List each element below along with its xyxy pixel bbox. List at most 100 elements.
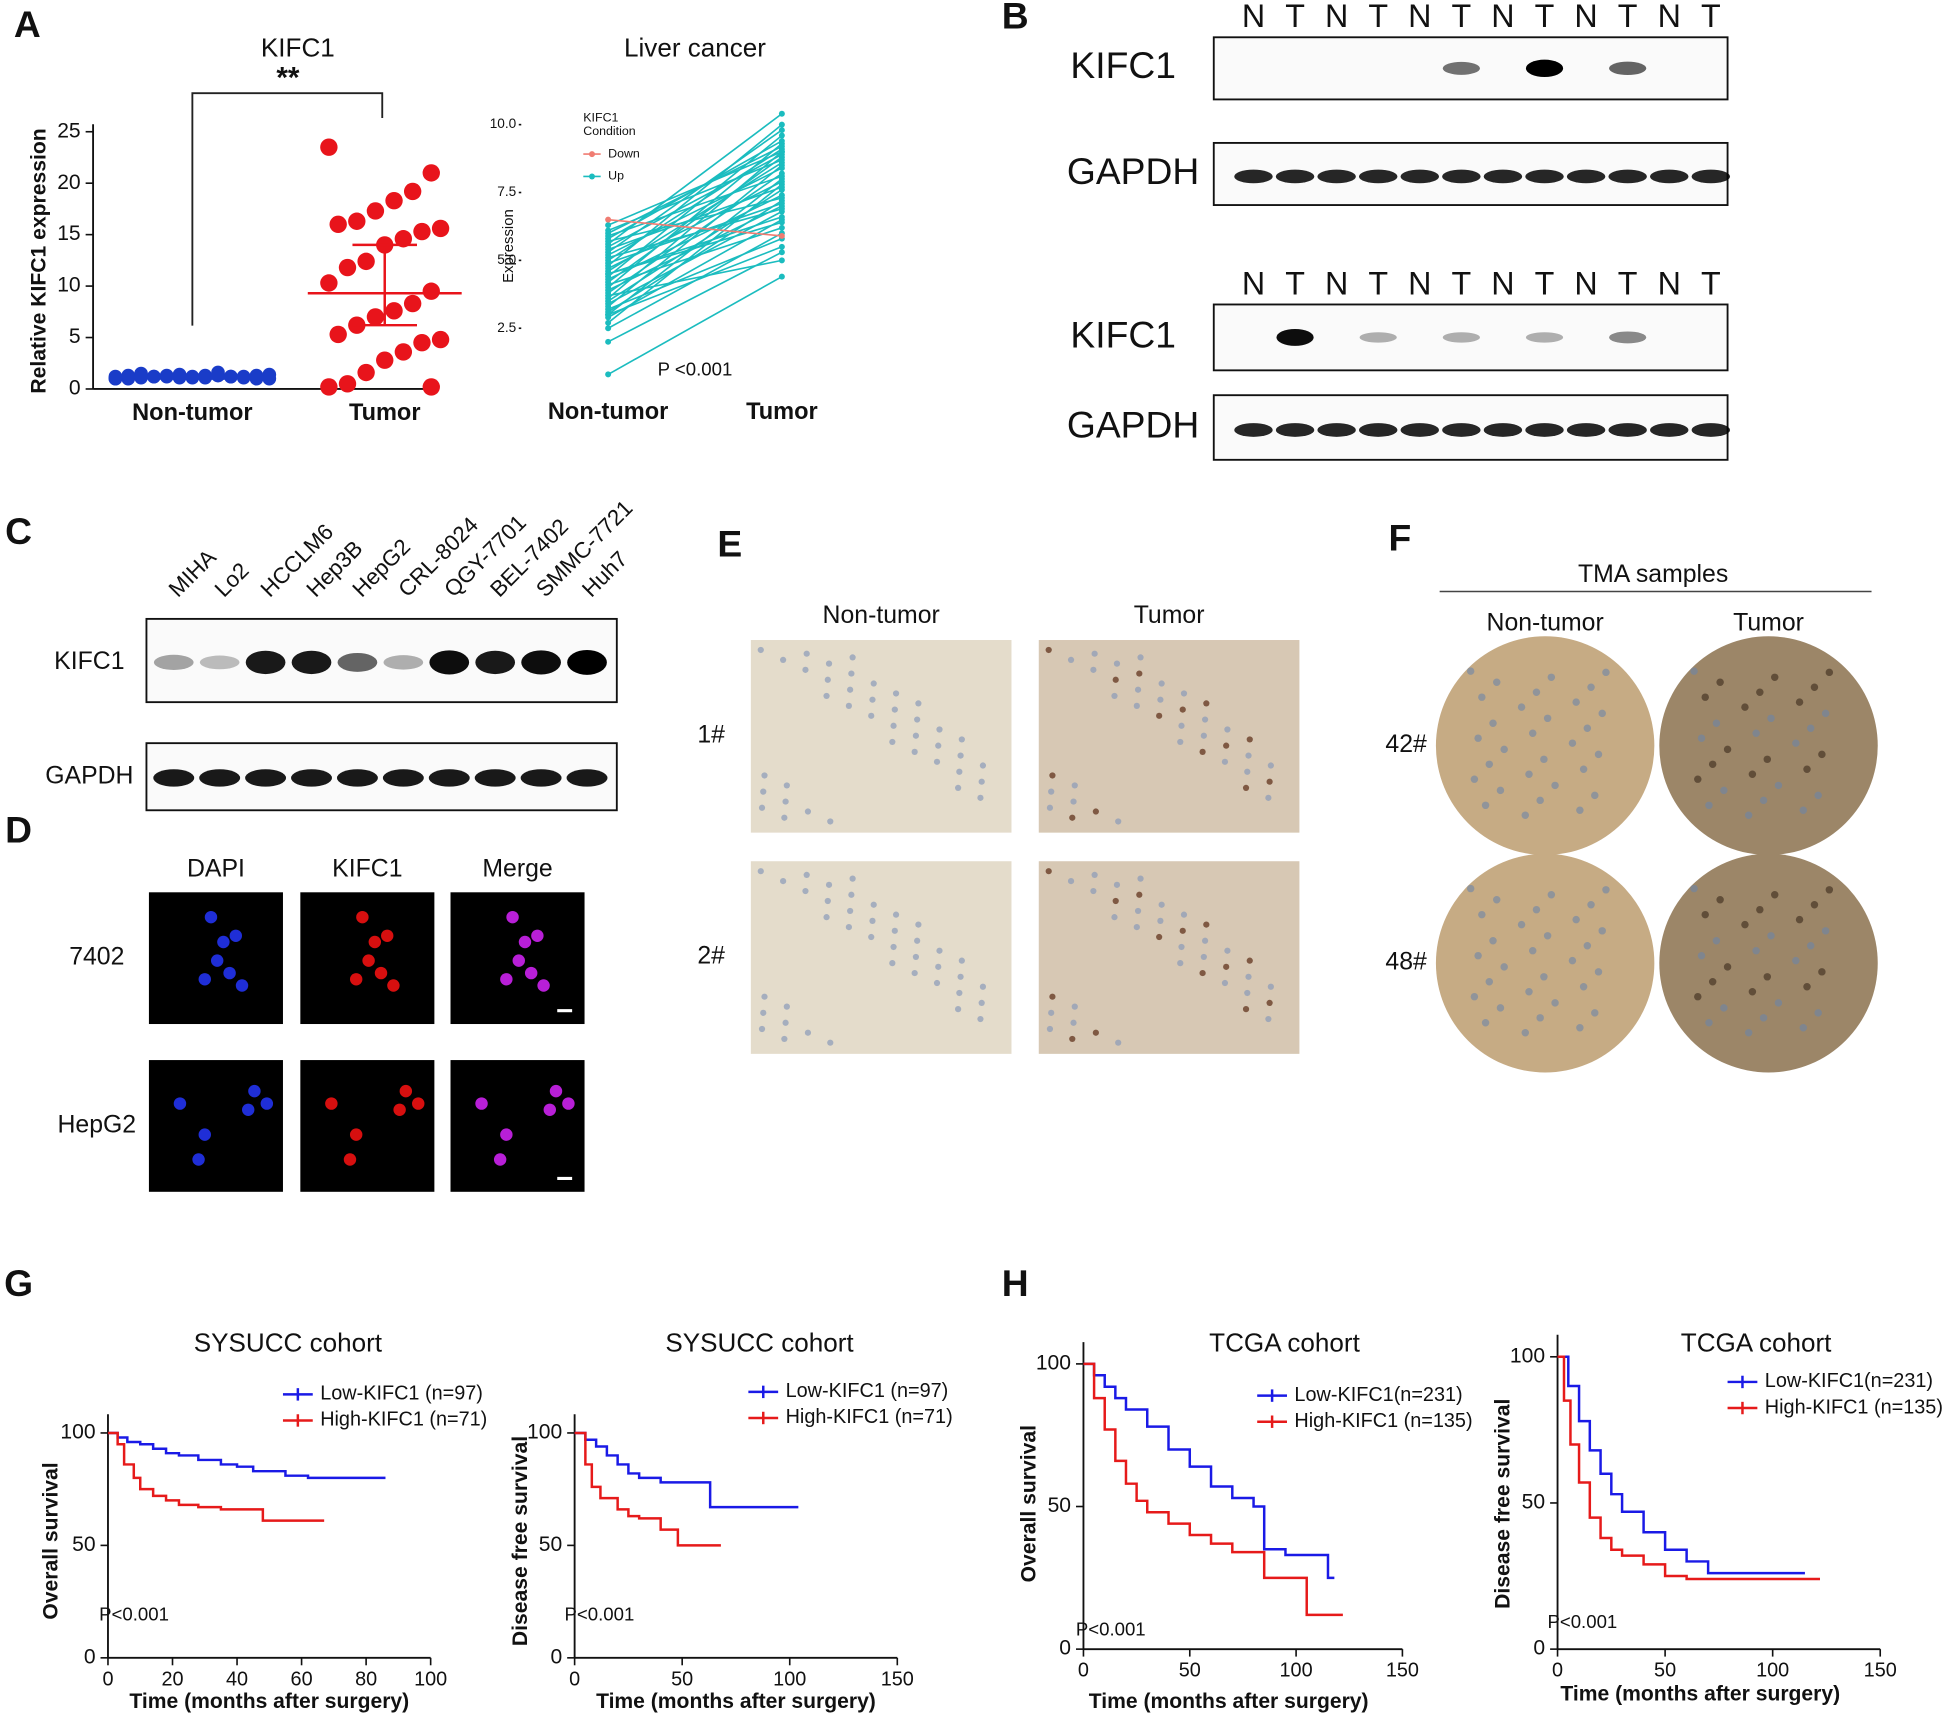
cell	[892, 690, 900, 697]
cell	[891, 927, 898, 934]
row-label: 7402	[69, 944, 124, 971]
cell	[1697, 734, 1706, 742]
survival-curve	[107, 1431, 325, 1522]
cell	[978, 778, 985, 785]
nucleus	[229, 929, 243, 943]
dot	[431, 330, 450, 349]
cell	[1481, 801, 1490, 810]
nucleus	[512, 954, 525, 967]
cell	[1092, 808, 1099, 815]
cell	[1701, 693, 1709, 701]
band	[1525, 423, 1564, 437]
cell	[956, 989, 963, 997]
cell	[958, 957, 965, 964]
x-axis-label: Time (months after surgery)	[596, 1690, 876, 1713]
cell	[1551, 781, 1559, 790]
annotation: P<0.001	[565, 1603, 635, 1624]
cell	[1091, 871, 1098, 879]
band	[1358, 423, 1398, 437]
cell	[1242, 784, 1250, 792]
cell	[1532, 688, 1541, 696]
cell	[1744, 811, 1753, 819]
cell	[1701, 910, 1709, 919]
cell	[1540, 973, 1548, 981]
cell	[848, 670, 855, 677]
lane-label: T	[1618, 0, 1638, 34]
cell	[1529, 946, 1537, 955]
column-label: Non-tumor	[1487, 609, 1604, 636]
y-axis-label: Overall survival	[1018, 1425, 1041, 1582]
cell	[1115, 1039, 1122, 1046]
y-tick-label: 0	[550, 1645, 562, 1668]
pair-line	[607, 259, 783, 297]
cell	[1792, 739, 1800, 747]
dot	[249, 371, 264, 386]
band	[1442, 423, 1481, 437]
lane-label: T	[1535, 0, 1555, 34]
band	[1317, 169, 1356, 184]
cell	[1795, 915, 1804, 924]
chart-title: TCGA cohort	[1681, 1328, 1832, 1358]
dot	[348, 212, 366, 230]
cell	[781, 814, 788, 821]
nucleus	[356, 910, 369, 924]
cell	[760, 1009, 767, 1016]
x-tick-label: 0	[1078, 1660, 1089, 1682]
cell	[1821, 709, 1830, 718]
panel-title: TMA samples	[1578, 561, 1728, 588]
cell	[1224, 726, 1231, 733]
cell	[1112, 676, 1119, 683]
cell	[849, 654, 856, 661]
cell	[1825, 886, 1834, 894]
pair-point	[778, 156, 785, 163]
y-tick-label: 100	[527, 1421, 562, 1444]
dot	[403, 294, 422, 313]
dot	[422, 378, 440, 396]
cell	[1046, 804, 1054, 811]
dot	[413, 333, 431, 352]
nucleus	[537, 979, 550, 992]
cell	[1756, 688, 1764, 696]
pair-line	[607, 208, 783, 259]
y-tick-label: 10.0	[490, 116, 517, 131]
pair-line	[607, 197, 783, 243]
cell	[758, 1025, 766, 1033]
pair-line	[607, 186, 783, 251]
cell	[1810, 683, 1819, 691]
cell	[1223, 963, 1230, 970]
cell	[825, 881, 833, 888]
cell	[1137, 875, 1144, 882]
cell	[935, 742, 942, 749]
x-tick-label: 150	[881, 1668, 914, 1690]
cell	[1579, 765, 1588, 773]
x-axis-label: Time (months after surgery)	[129, 1690, 409, 1713]
protein-label: KIFC1	[54, 648, 124, 675]
cell	[1529, 729, 1537, 737]
nucleus	[235, 979, 249, 992]
scale-bar	[557, 1176, 573, 1180]
cell	[1470, 992, 1479, 1001]
legend-label: High-KIFC1 (n=71)	[320, 1409, 487, 1431]
lane-label: MIHA	[164, 544, 221, 601]
chart-title: SYSUCC cohort	[665, 1328, 854, 1358]
nucleus	[374, 966, 388, 980]
band	[1275, 423, 1315, 437]
cell	[1821, 927, 1830, 935]
cell	[827, 1039, 834, 1046]
cell	[1067, 656, 1075, 664]
cell	[1602, 668, 1610, 677]
row-label: 42#	[1385, 731, 1427, 758]
band	[1234, 169, 1273, 184]
cell	[915, 700, 922, 707]
cell	[870, 680, 877, 687]
cell	[1180, 911, 1188, 918]
cell	[1474, 951, 1482, 960]
x-tick-label: 150	[1386, 1660, 1419, 1682]
cell	[1485, 760, 1494, 769]
row-label: 2#	[697, 942, 725, 969]
lane-label: T	[1285, 0, 1305, 34]
cell	[1723, 745, 1732, 754]
cell	[979, 983, 987, 990]
cell	[1244, 768, 1251, 775]
